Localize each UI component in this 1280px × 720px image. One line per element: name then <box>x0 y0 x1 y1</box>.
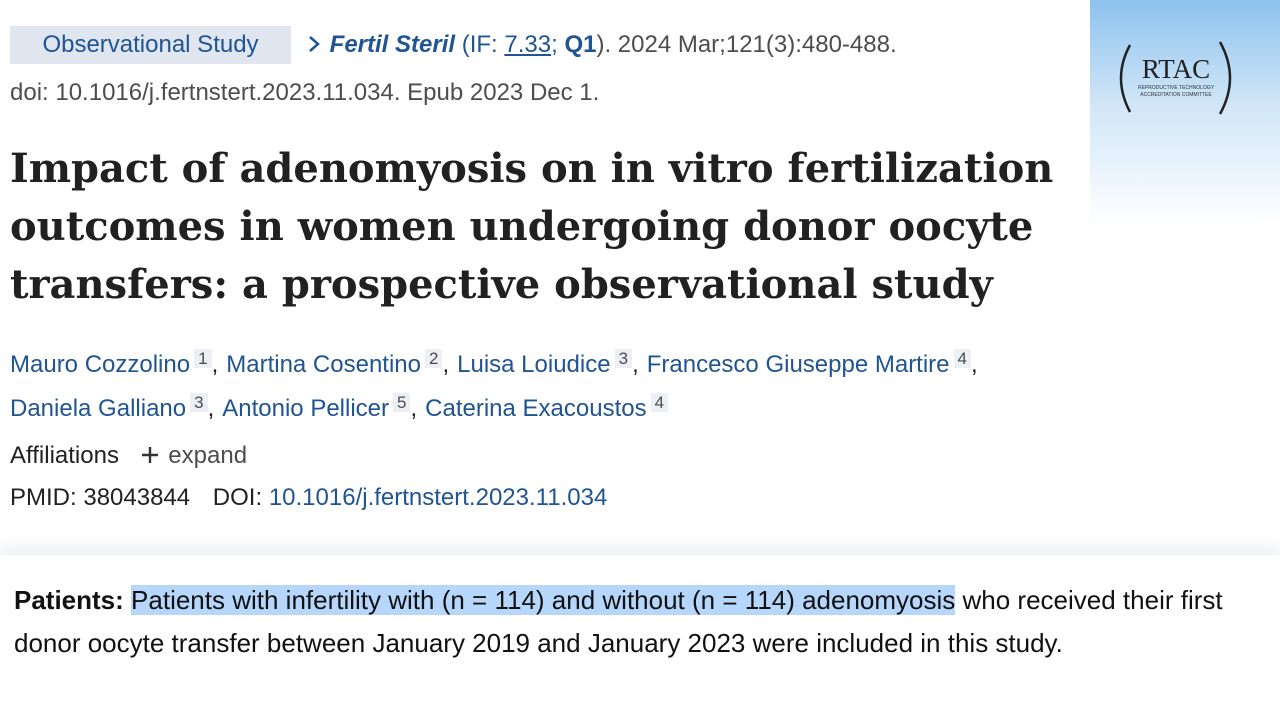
article-title: Impact of adenomyosis on in vitro fertil… <box>10 140 1053 314</box>
citation-details: ). 2024 Mar;121(3):480-488. <box>596 31 897 58</box>
author-separator: , <box>632 351 639 378</box>
title-line: outcomes in women undergoing donor oocyt… <box>10 203 1034 250</box>
author-row: Mauro Cozzolino 1, Martina Cosentino 2, Luis… <box>10 340 1090 384</box>
author-name[interactable]: Mauro Cozzolino <box>10 351 191 378</box>
affiliations-label: Affiliations <box>10 442 119 469</box>
author-name[interactable]: Francesco Giuseppe Martire <box>646 351 950 378</box>
author-name[interactable]: Daniela Galliano <box>10 395 187 422</box>
author-separator: , <box>410 395 418 422</box>
patients-text: who received their first donor oocyte tr… <box>14 585 1223 658</box>
plus-icon[interactable] <box>138 445 162 465</box>
author-list: Mauro Cozzolino 1, Martina Cosentino 2, Luis… <box>10 340 1090 428</box>
citation: Fertil Steril (IF: 7.33; Q1). 2024 Mar;1… <box>305 26 897 64</box>
author-name[interactable]: Martina Cosentino <box>226 351 421 378</box>
author-row: Daniela Galliano 3, Antonio Pellicer 5, Cate… <box>10 384 1090 428</box>
affiliation-number: 3 <box>190 393 208 412</box>
logo-name: RTAC <box>1142 54 1210 84</box>
chevron-icon <box>309 36 320 52</box>
patients-paragraph: Patients: Patients with infertility with… <box>14 579 1274 665</box>
author-separator: , <box>442 351 450 378</box>
journal[interactable]: Fertil Steril <box>329 31 456 58</box>
logo-line: REPRODUCTIVE TECHNOLOGY <box>1138 85 1215 91</box>
expand-button[interactable]: expand <box>168 442 248 469</box>
abstract-panel <box>0 555 1280 720</box>
author-name[interactable]: Caterina Exacoustos <box>425 395 647 422</box>
logo-paren <box>1119 44 1132 113</box>
logo-panel: RTAC REPRODUCTIVE TECHNOLOGY ACCREDITATI… <box>1090 0 1280 225</box>
title-line: transfers: a prospective observational s… <box>10 261 993 308</box>
affiliations: Affiliations expand <box>10 437 247 475</box>
if-open: (IF: <box>461 31 505 58</box>
author-separator: , <box>971 351 978 378</box>
patients-label: Patients: <box>14 585 124 615</box>
affiliation-number: 3 <box>614 349 633 368</box>
affiliation-number: 2 <box>425 349 443 368</box>
identifiers: PMID: 38043844 DOI: 10.1016/j.fertnstert… <box>10 479 607 517</box>
author-separator: , <box>207 395 215 422</box>
title-line: Impact of adenomyosis on in vitro fertil… <box>10 145 1054 192</box>
quartile: Q1 <box>564 31 597 58</box>
if-sep: ; <box>551 31 565 58</box>
doi-link[interactable]: 10.1016/j.fertnstert.2023.11.034 <box>268 484 608 511</box>
impact-factor[interactable]: 7.33 <box>504 31 552 58</box>
logo-line: ACCREDITATION COMMITTEE <box>1140 92 1212 98</box>
pmid-label: PMID: <box>10 484 77 511</box>
author-name[interactable]: Luisa Loiudice <box>457 351 611 378</box>
article-type-badge[interactable]: Observational Study <box>10 26 291 64</box>
doi-label: DOI: <box>212 484 263 511</box>
logo-paren <box>1218 41 1232 115</box>
rtac-logo: RTAC REPRODUCTIVE TECHNOLOGY ACCREDITATI… <box>1119 41 1232 115</box>
highlighted-text: Patients with infertility with (n = 114)… <box>131 585 956 615</box>
doi-line: doi: 10.1016/j.fertnstert.2023.11.034. E… <box>10 79 600 106</box>
pmid: 38043844 <box>83 484 191 511</box>
author-separator: , <box>211 351 219 378</box>
author-name[interactable]: Antonio Pellicer <box>222 395 390 422</box>
affiliation-number: 1 <box>194 349 212 368</box>
affiliation-number: 4 <box>650 393 669 412</box>
affiliation-number: 4 <box>953 349 971 368</box>
affiliation-number: 5 <box>393 393 411 412</box>
